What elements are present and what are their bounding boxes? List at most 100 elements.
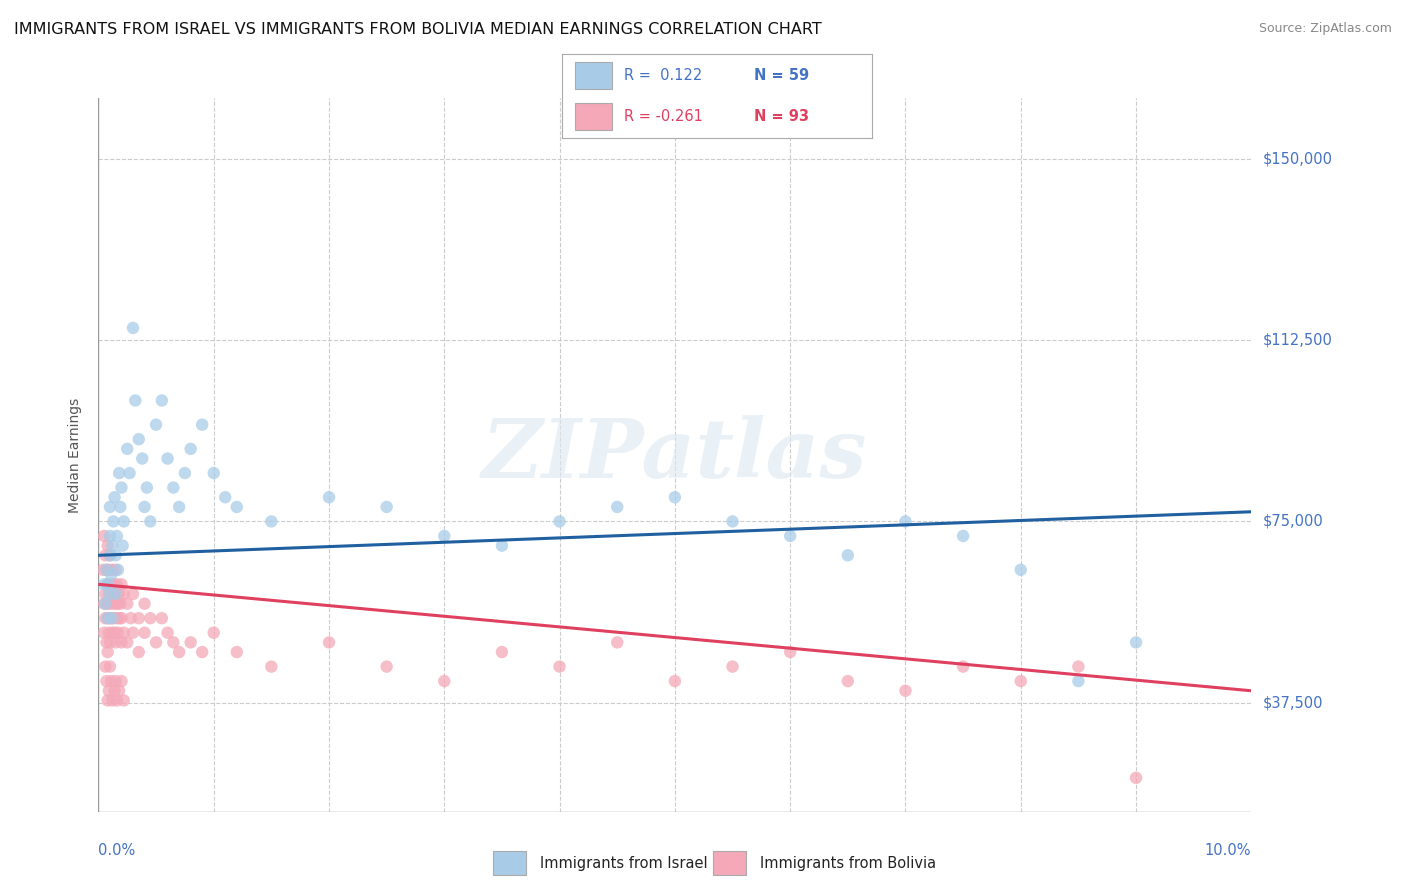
Point: [318, 635, 340, 649]
Point: [94, 597, 117, 611]
Point: [96, 563, 118, 577]
Point: [202, 466, 225, 480]
Point: [97, 563, 120, 577]
Point: [96, 563, 118, 577]
Point: [606, 500, 628, 514]
Y-axis label: Median Earnings: Median Earnings: [69, 397, 83, 513]
Point: [100, 567, 122, 582]
Point: [150, 611, 173, 625]
Text: N = 93: N = 93: [754, 109, 810, 124]
Point: [108, 466, 131, 480]
Point: [664, 674, 686, 689]
Point: [98, 587, 121, 601]
Point: [112, 693, 135, 707]
Text: R =  0.122: R = 0.122: [624, 68, 703, 83]
Point: [97, 693, 120, 707]
Point: [122, 321, 145, 335]
Text: IMMIGRANTS FROM ISRAEL VS IMMIGRANTS FROM BOLIVIA MEDIAN EARNINGS CORRELATION CH: IMMIGRANTS FROM ISRAEL VS IMMIGRANTS FRO…: [14, 22, 823, 37]
Point: [104, 587, 127, 601]
Point: [100, 611, 122, 625]
Point: [150, 393, 173, 408]
Point: [111, 539, 134, 553]
Point: [103, 490, 125, 504]
Point: [94, 549, 117, 563]
Point: [318, 490, 340, 504]
Point: [101, 611, 124, 625]
Point: [103, 587, 125, 601]
Point: [145, 635, 167, 649]
Point: [98, 549, 121, 563]
Point: [94, 659, 117, 673]
Text: ZIPatlas: ZIPatlas: [482, 415, 868, 495]
Point: [93, 625, 115, 640]
Point: [837, 674, 859, 689]
Point: [131, 451, 153, 466]
Point: [174, 466, 197, 480]
Point: [779, 529, 801, 543]
Point: [97, 611, 120, 625]
Point: [1067, 674, 1090, 689]
Point: [94, 611, 117, 625]
Point: [837, 549, 859, 563]
Point: [128, 645, 150, 659]
Point: [100, 674, 122, 689]
Point: [375, 500, 398, 514]
Point: [94, 587, 117, 601]
Point: [139, 515, 162, 529]
Point: [104, 674, 127, 689]
Point: [952, 529, 974, 543]
Point: [721, 659, 744, 673]
Point: [606, 635, 628, 649]
Point: [97, 577, 120, 591]
FancyBboxPatch shape: [575, 62, 612, 89]
Point: [108, 611, 131, 625]
Point: [93, 577, 115, 591]
Point: [98, 659, 121, 673]
Point: [122, 587, 145, 601]
Point: [117, 635, 138, 649]
Point: [162, 635, 184, 649]
Point: [1010, 563, 1032, 577]
Point: [1125, 771, 1147, 785]
Text: N = 59: N = 59: [754, 68, 810, 83]
Point: [1010, 674, 1032, 689]
Point: [103, 611, 125, 625]
Point: [107, 625, 129, 640]
Point: [101, 597, 124, 611]
Point: [548, 515, 571, 529]
Text: $37,500: $37,500: [1263, 696, 1323, 710]
Point: [491, 645, 513, 659]
Point: [108, 683, 131, 698]
Point: [134, 625, 156, 640]
Point: [162, 481, 184, 495]
Point: [110, 597, 132, 611]
Point: [91, 563, 114, 577]
Point: [96, 635, 118, 649]
Point: [103, 515, 125, 529]
Point: [225, 500, 247, 514]
Text: Immigrants from Bolivia: Immigrants from Bolivia: [761, 855, 936, 871]
Point: [110, 635, 132, 649]
Point: [214, 490, 236, 504]
Point: [202, 625, 225, 640]
Text: $150,000: $150,000: [1263, 151, 1333, 166]
Point: [110, 481, 132, 495]
Point: [664, 490, 686, 504]
FancyBboxPatch shape: [713, 851, 747, 875]
Point: [105, 529, 128, 543]
Text: Source: ZipAtlas.com: Source: ZipAtlas.com: [1258, 22, 1392, 36]
Point: [108, 587, 131, 601]
Point: [894, 683, 917, 698]
Point: [433, 529, 456, 543]
Point: [104, 635, 127, 649]
Point: [97, 539, 120, 553]
Point: [96, 597, 118, 611]
Point: [1125, 635, 1147, 649]
Point: [952, 659, 974, 673]
Point: [97, 587, 120, 601]
Point: [139, 611, 162, 625]
Point: [103, 577, 125, 591]
Text: R = -0.261: R = -0.261: [624, 109, 703, 124]
Point: [260, 515, 283, 529]
Point: [548, 659, 571, 673]
